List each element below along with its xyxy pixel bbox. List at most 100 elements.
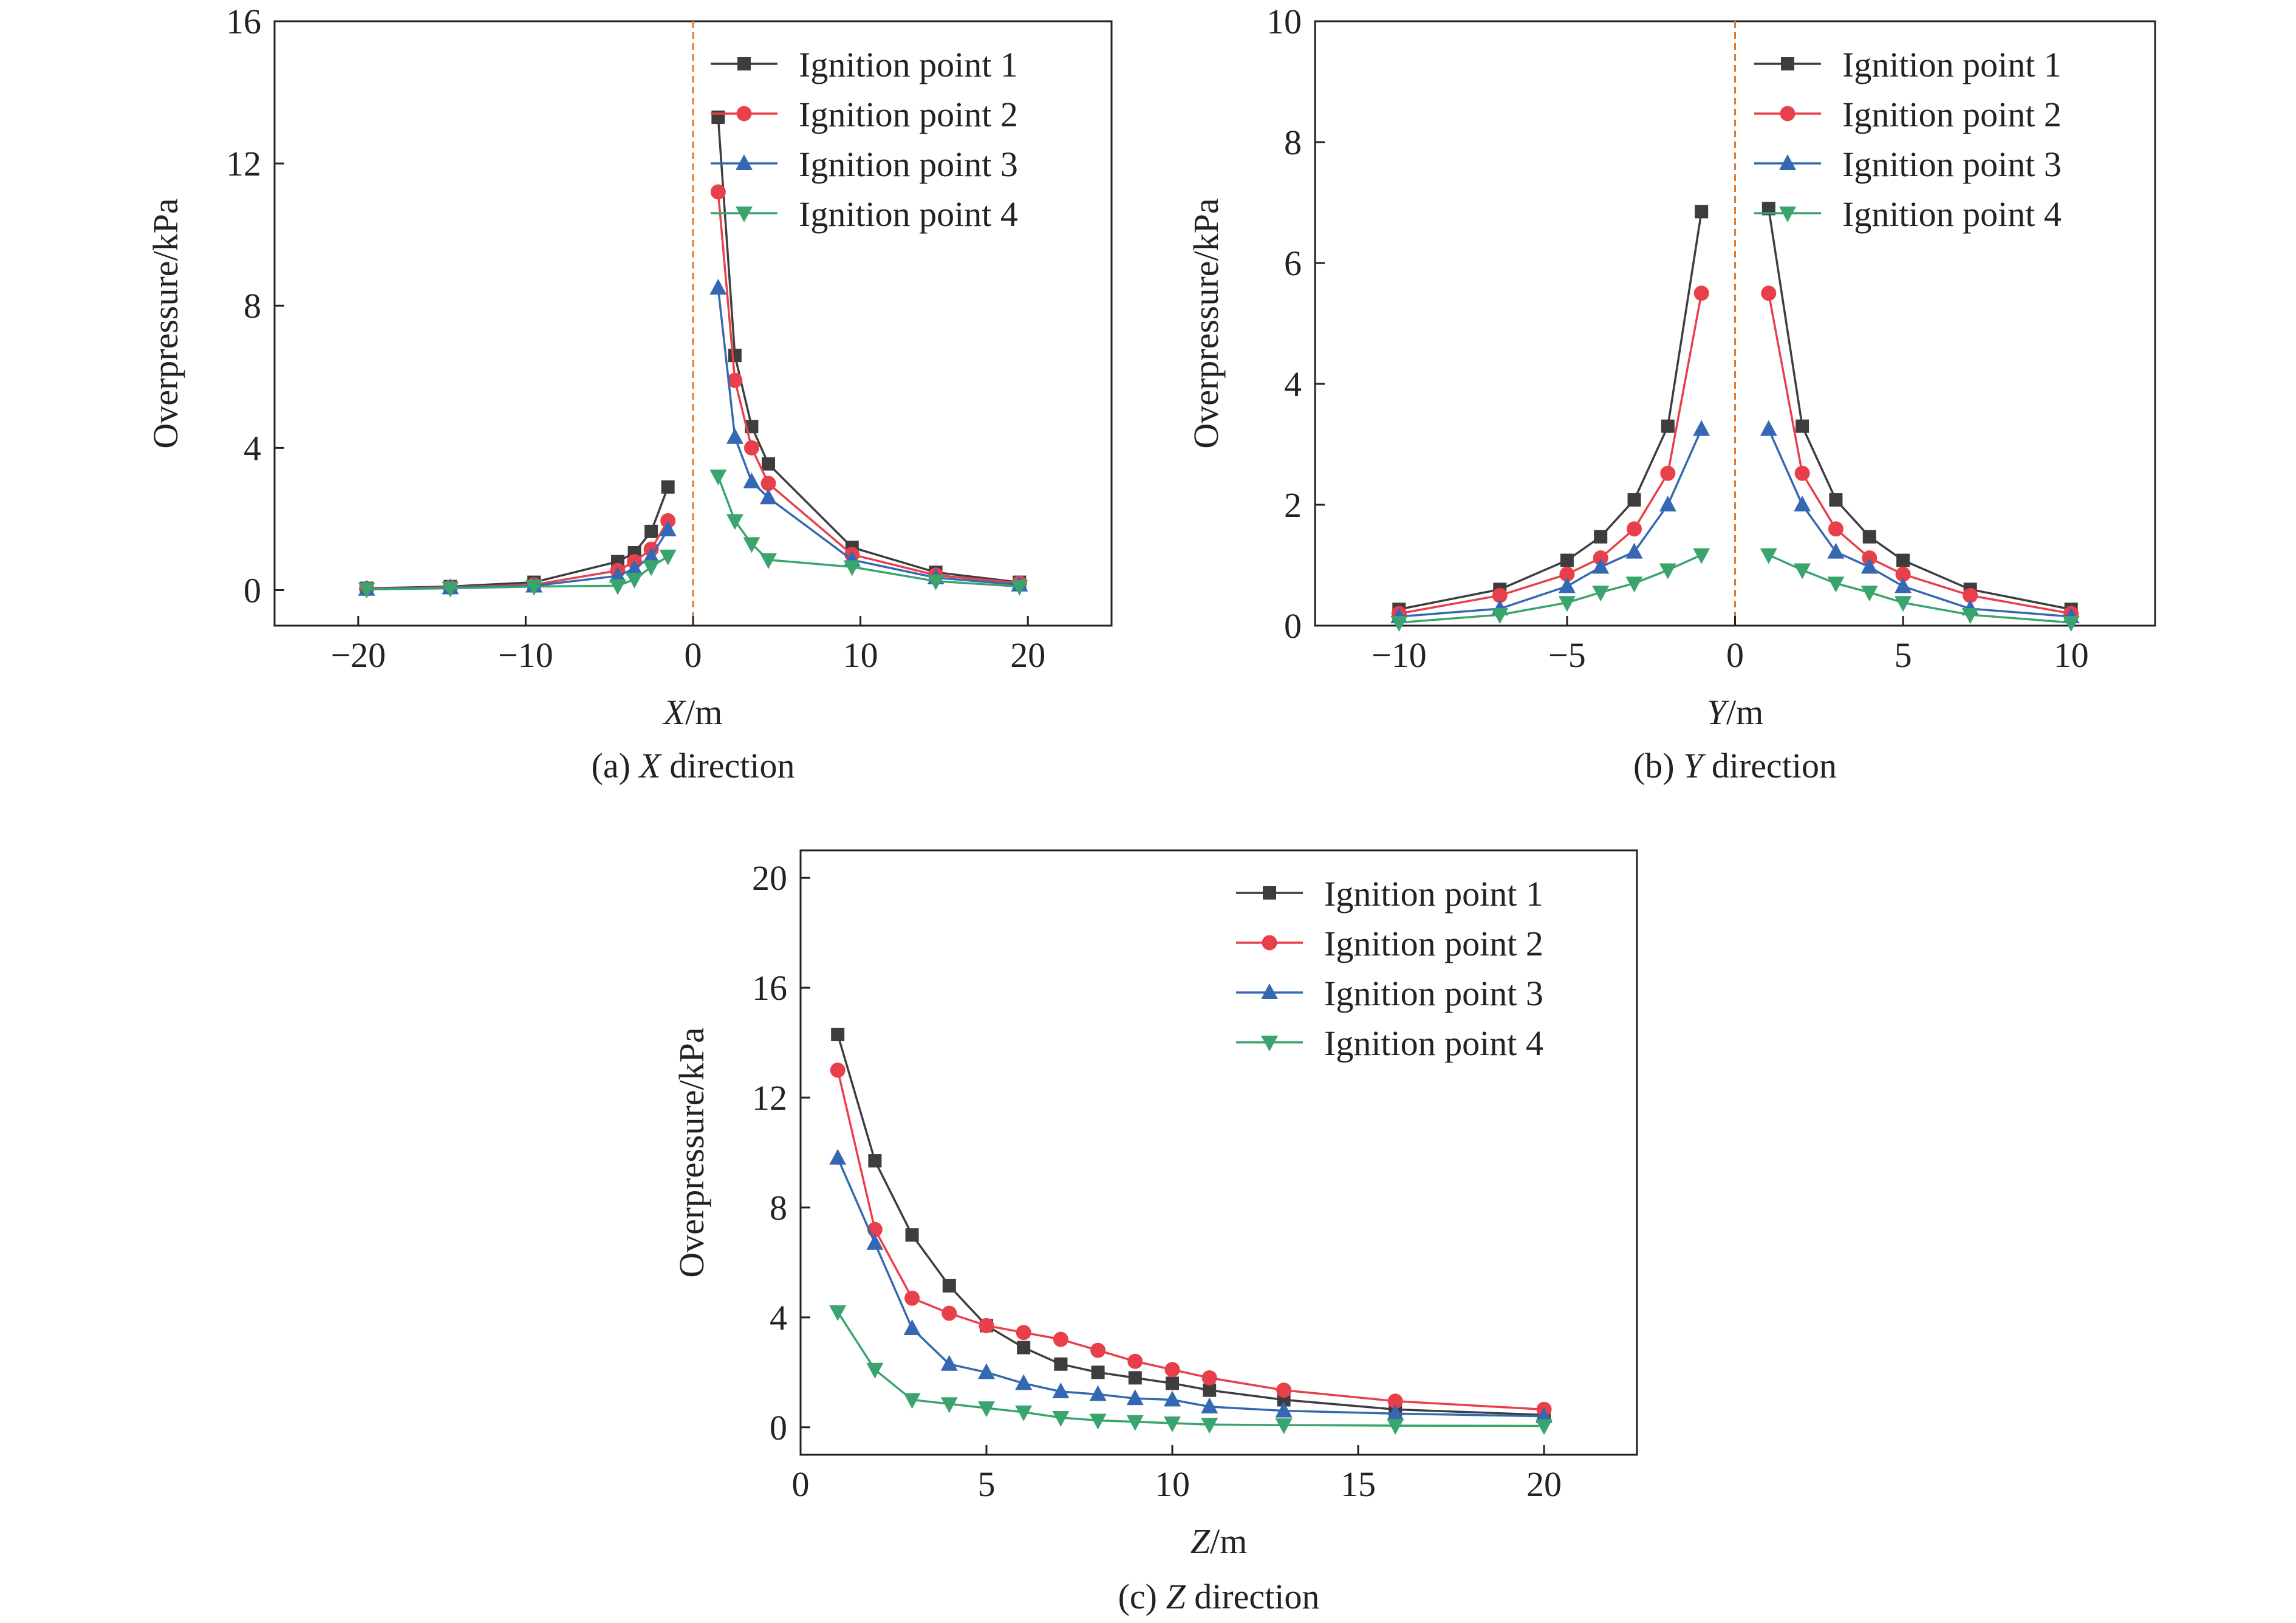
- legend-marker: [736, 154, 753, 170]
- series-4: [829, 1305, 1553, 1435]
- data-point: [1895, 577, 1912, 593]
- x-tick-label: −5: [1548, 635, 1586, 675]
- data-point: [1661, 419, 1675, 433]
- data-point: [1089, 1413, 1107, 1430]
- data-point: [1126, 1389, 1144, 1406]
- y-tick-label: 20: [752, 858, 787, 898]
- data-point: [942, 1279, 956, 1293]
- data-point: [1491, 608, 1509, 624]
- x-axis-label: X/m: [663, 692, 723, 732]
- data-point: [1089, 1385, 1107, 1401]
- data-point: [1054, 1357, 1068, 1371]
- data-point: [1659, 496, 1676, 511]
- legend: Ignition point 1 Ignition point 2 Ignition…: [1754, 45, 2062, 234]
- plot-frame: [799, 849, 1638, 1456]
- y-tick-label: 16: [226, 2, 261, 41]
- data-point: [829, 1305, 847, 1321]
- data-point: [1091, 1365, 1105, 1379]
- data-point: [1492, 587, 1508, 603]
- data-point: [903, 1319, 921, 1335]
- data-point: [1052, 1382, 1070, 1398]
- data-point: [1592, 586, 1610, 602]
- data-point: [1659, 563, 1676, 579]
- x-tick-label: 5: [978, 1464, 996, 1504]
- data-point: [1961, 608, 1979, 624]
- data-point: [940, 1355, 958, 1371]
- data-point: [709, 470, 727, 486]
- legend-label: Ignition point 4: [1324, 1023, 1543, 1063]
- y-tick-label: 4: [1284, 364, 1302, 404]
- data-point: [1860, 586, 1878, 602]
- data-point: [643, 547, 660, 563]
- data-point: [1627, 493, 1641, 507]
- data-point: [760, 553, 777, 569]
- data-point: [1558, 596, 1576, 612]
- x-tick-label: 10: [2054, 635, 2089, 675]
- data-point: [728, 349, 742, 363]
- legend-label: Ignition point 2: [799, 95, 1018, 134]
- data-point: [659, 520, 677, 536]
- legend-label: Ignition point 3: [1842, 145, 2062, 184]
- panel-caption: (b) Y direction: [1633, 746, 1837, 785]
- data-point: [1828, 521, 1843, 537]
- data-point: [866, 1234, 884, 1250]
- data-point: [1126, 1415, 1144, 1431]
- data-point: [1011, 579, 1028, 596]
- data-point: [903, 1393, 921, 1409]
- data-point: [609, 579, 626, 595]
- legend-marker: [737, 57, 751, 70]
- data-point: [644, 524, 658, 538]
- data-point: [358, 583, 375, 599]
- data-point: [1761, 202, 1775, 216]
- legend-marker: [1779, 207, 1796, 222]
- data-point: [1128, 1371, 1142, 1385]
- series-4: [1390, 548, 2080, 632]
- legend-label: Ignition point 4: [1842, 194, 2062, 234]
- data-point: [659, 549, 677, 565]
- data-point: [709, 278, 727, 295]
- data-point: [1203, 1383, 1217, 1397]
- data-point: [1201, 1370, 1217, 1386]
- data-point: [829, 1149, 847, 1165]
- data-point: [1387, 1393, 1403, 1409]
- y-tick-label: 8: [1284, 123, 1302, 162]
- data-point: [1052, 1410, 1070, 1427]
- data-point: [1127, 1353, 1143, 1369]
- data-point: [743, 537, 760, 553]
- legend-label: Ignition point 2: [1842, 95, 2062, 134]
- data-point: [1164, 1390, 1181, 1407]
- data-point: [1015, 1405, 1033, 1421]
- data-point: [1625, 542, 1643, 559]
- data-point: [1895, 566, 1911, 582]
- x-tick-label: 20: [1526, 1464, 1562, 1504]
- y-tick-label: 16: [752, 968, 787, 1008]
- data-point: [661, 480, 675, 494]
- data-point: [1164, 1416, 1181, 1432]
- data-point: [978, 1363, 995, 1379]
- data-point: [1795, 419, 1809, 433]
- data-point: [626, 559, 643, 576]
- data-point: [1627, 521, 1642, 537]
- data-point: [743, 472, 760, 488]
- y-tick-label: 6: [1284, 244, 1302, 283]
- legend: Ignition point 1 Ignition point 2 Ignition…: [1236, 874, 1543, 1063]
- data-point: [1275, 1401, 1293, 1418]
- data-point: [866, 1362, 884, 1379]
- data-point: [726, 428, 743, 444]
- x-tick-label: −20: [330, 635, 386, 675]
- data-point: [1201, 1418, 1218, 1434]
- y-tick-label: 0: [244, 570, 261, 610]
- data-point: [941, 1305, 957, 1321]
- x-tick-label: 5: [1895, 635, 1912, 675]
- y-axis-label: Overpressure/kPa: [146, 198, 185, 448]
- x-tick-label: 0: [792, 1464, 810, 1504]
- data-point: [1275, 1418, 1293, 1435]
- data-point: [1560, 553, 1574, 567]
- data-point: [1015, 1374, 1033, 1390]
- y-tick-label: 12: [226, 144, 261, 183]
- data-point: [1761, 285, 1777, 301]
- legend-marker: [1780, 106, 1795, 121]
- data-point: [1760, 420, 1777, 436]
- x-tick-label: 10: [843, 635, 878, 675]
- y-tick-label: 0: [1284, 606, 1302, 646]
